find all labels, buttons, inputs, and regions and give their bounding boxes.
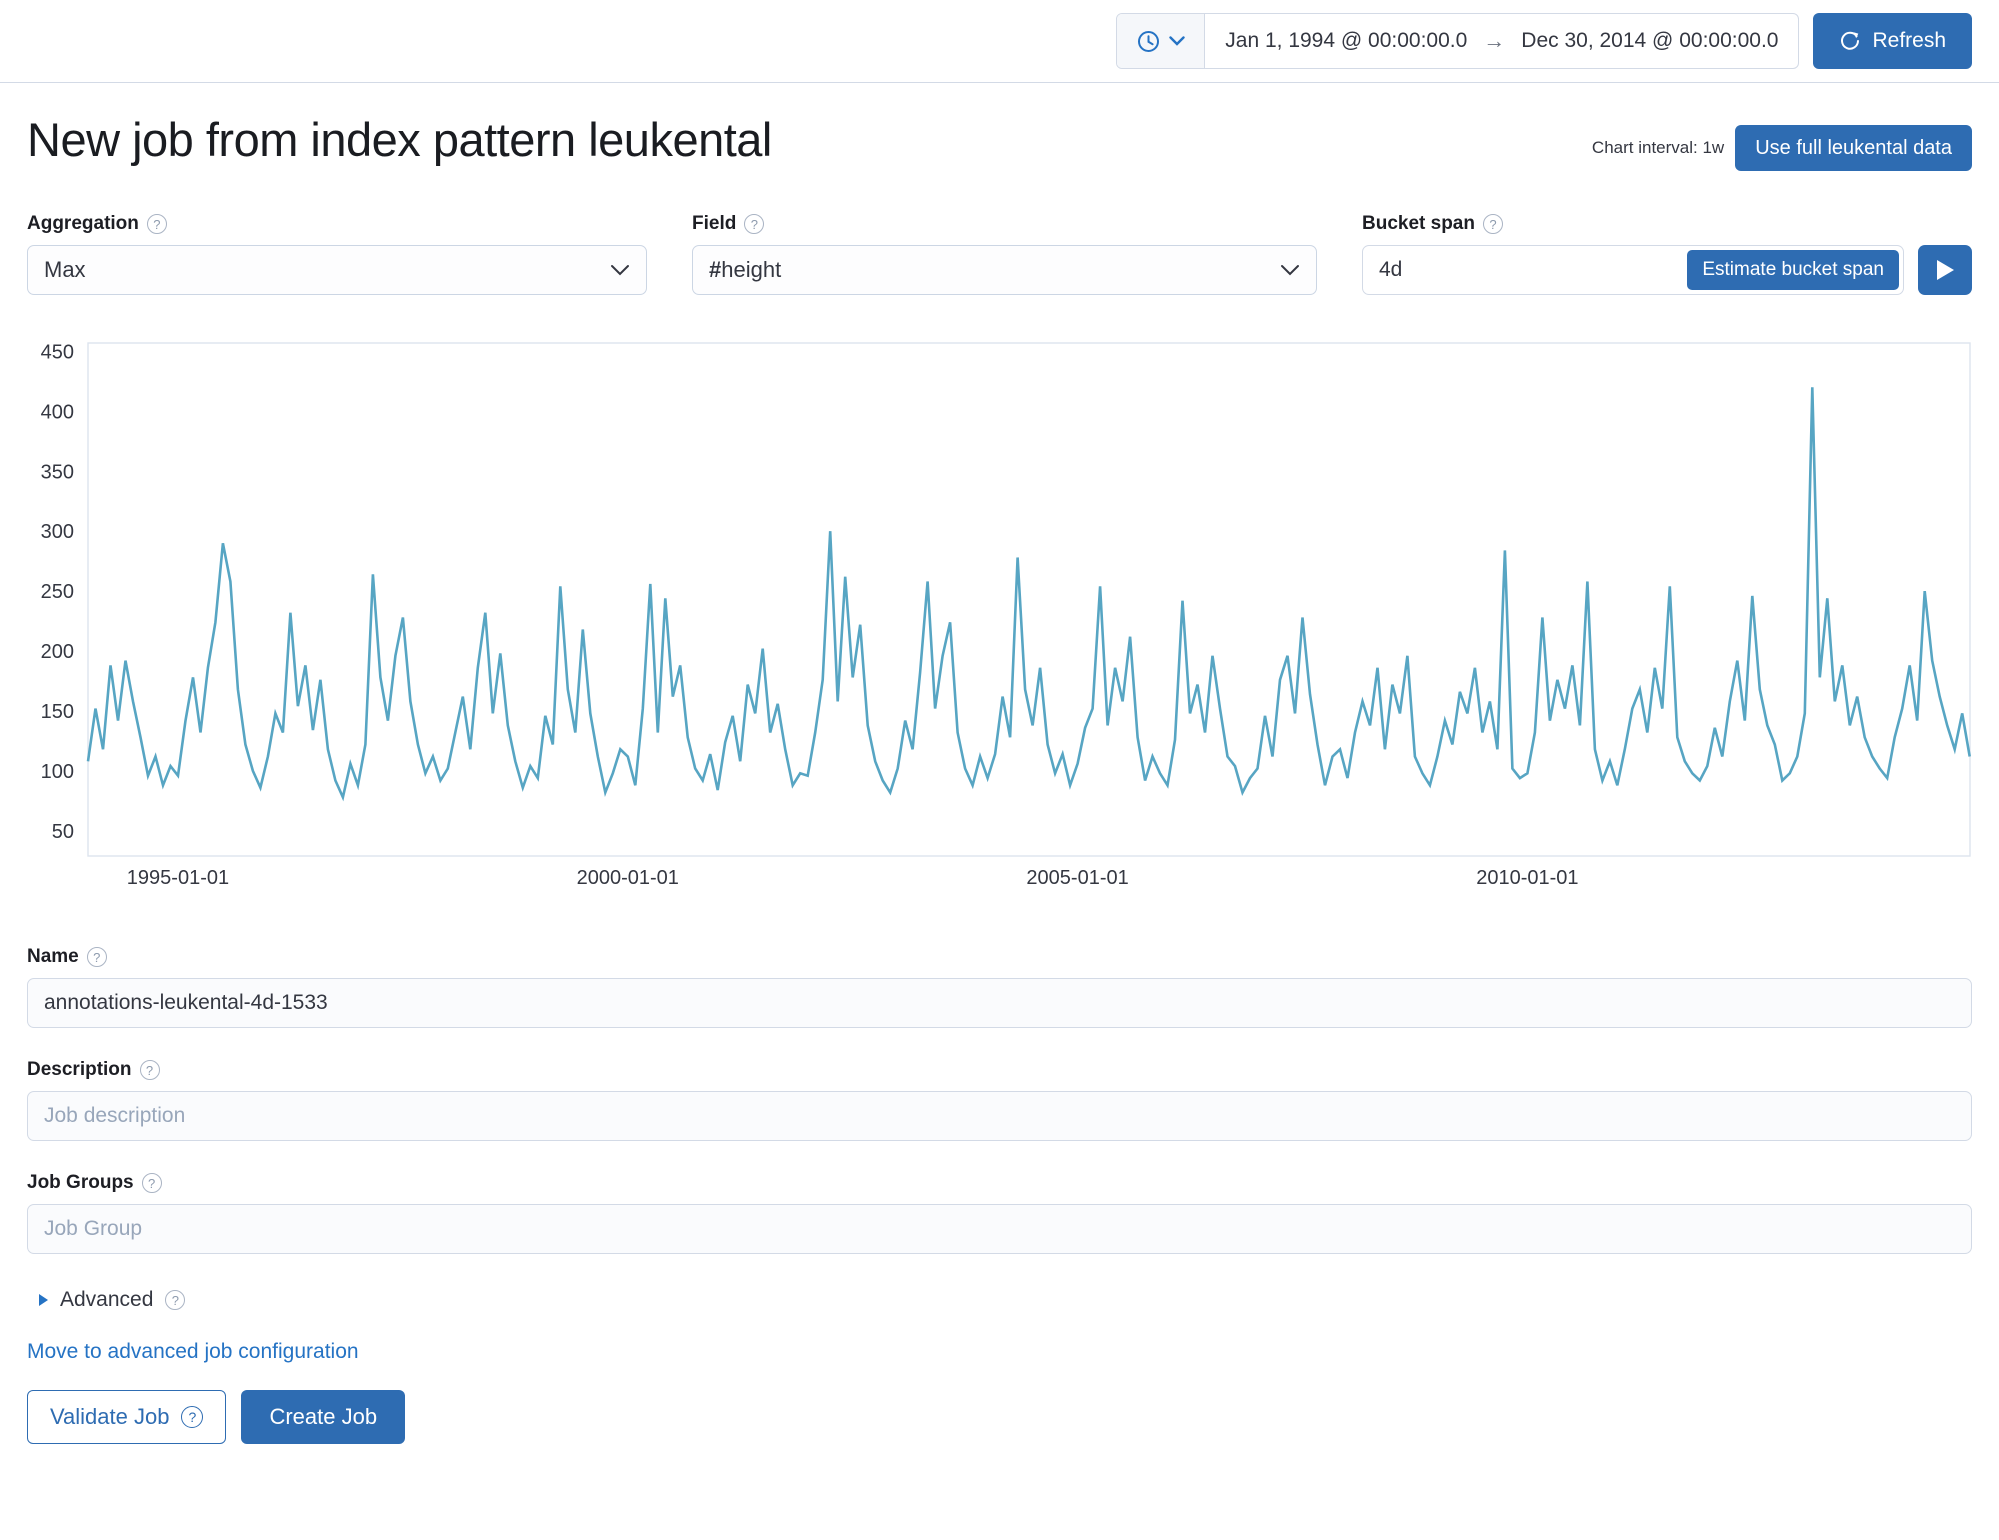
aggregation-value: Max: [44, 257, 86, 283]
svg-text:350: 350: [41, 461, 74, 483]
advanced-config-link[interactable]: Move to advanced job configuration: [27, 1340, 359, 1364]
header-right-group: Chart interval: 1w Use full leukental da…: [1592, 125, 1972, 171]
field-value-wrap: #height: [709, 257, 781, 283]
job-name-input[interactable]: [27, 978, 1972, 1029]
svg-text:50: 50: [52, 821, 74, 843]
refresh-button[interactable]: Refresh: [1813, 13, 1972, 69]
validate-help-icon: ?: [181, 1406, 204, 1429]
preview-chart: 50 100 150 200 250 300 350 400 450 1995-01-01 2000…: [27, 335, 1972, 898]
svg-text:400: 400: [41, 401, 74, 423]
create-job-button[interactable]: Create Job: [241, 1390, 406, 1445]
aggregation-group: Aggregation ? Max: [27, 213, 647, 296]
description-help-icon[interactable]: ?: [139, 1060, 160, 1081]
description-label: Description: [27, 1059, 132, 1081]
svg-text:1995-01-01: 1995-01-01: [127, 867, 229, 889]
header-row: New job from index pattern leukental Cha…: [27, 109, 1972, 171]
start-date-button[interactable]: Jan 1, 1994 @ 00:00:00.0: [1225, 29, 1468, 52]
description-group: Description ?: [27, 1059, 1972, 1142]
disclosure-arrow-icon: [39, 1294, 48, 1307]
refresh-button-label: Refresh: [1872, 29, 1946, 52]
chart-interval-text: Chart interval: 1w: [1591, 138, 1725, 157]
aggregation-help-icon[interactable]: ?: [146, 214, 167, 235]
estimate-bucket-span-button[interactable]: Estimate bucket span: [1687, 250, 1899, 291]
name-label: Name: [27, 946, 79, 968]
bucket-span-group: Bucket span ? Estimate bucket span: [1362, 213, 1972, 296]
aggregation-label: Aggregation: [27, 213, 139, 235]
aggregation-select[interactable]: Max: [27, 245, 647, 296]
job-groups-group: Job Groups ?: [27, 1172, 1972, 1255]
field-help-icon[interactable]: ?: [744, 214, 765, 235]
job-groups-label: Job Groups: [27, 1172, 134, 1194]
validate-job-label: Validate Job: [50, 1404, 170, 1430]
svg-text:450: 450: [41, 341, 74, 363]
svg-text:200: 200: [41, 641, 74, 663]
chevron-down-icon: [1169, 36, 1185, 46]
svg-text:100: 100: [41, 761, 74, 783]
run-preview-button[interactable]: [1918, 245, 1972, 296]
field-select[interactable]: #height: [692, 245, 1317, 296]
svg-text:150: 150: [41, 701, 74, 723]
svg-text:250: 250: [41, 581, 74, 603]
field-label: Field: [692, 213, 737, 235]
quick-time-menu-button[interactable]: [1117, 14, 1206, 68]
action-buttons: Validate Job ? Create Job: [27, 1390, 1972, 1445]
field-value: height: [721, 257, 782, 283]
use-full-data-button[interactable]: Use full leukental data: [1735, 125, 1972, 171]
chevron-down-icon: [1281, 265, 1299, 276]
play-icon: [1937, 260, 1954, 281]
time-range-picker: Jan 1, 1994 @ 00:00:00.0 → Dec 30, 2014 …: [1116, 13, 1800, 69]
number-type-icon: #: [709, 257, 722, 283]
page-title: New job from index pattern leukental: [27, 113, 772, 166]
job-groups-help-icon[interactable]: ?: [141, 1173, 162, 1194]
time-range-dates: Jan 1, 1994 @ 00:00:00.0 → Dec 30, 2014 …: [1205, 14, 1798, 68]
svg-text:2010-01-01: 2010-01-01: [1476, 867, 1578, 889]
name-group: Name ?: [27, 946, 1972, 1029]
advanced-section-toggle[interactable]: Advanced ?: [27, 1288, 1972, 1312]
job-settings-row: Aggregation ? Max Field ? #height: [27, 213, 1972, 296]
advanced-help-icon[interactable]: ?: [165, 1290, 186, 1311]
arrow-right-icon: →: [1483, 28, 1506, 53]
main-content: New job from index pattern leukental Cha…: [0, 109, 1999, 1445]
advanced-label: Advanced: [60, 1288, 154, 1312]
name-help-icon[interactable]: ?: [86, 947, 107, 968]
job-description-input[interactable]: [27, 1091, 1972, 1142]
clock-icon: [1137, 30, 1159, 52]
top-bar: Jan 1, 1994 @ 00:00:00.0 → Dec 30, 2014 …: [0, 0, 1999, 83]
validate-job-button[interactable]: Validate Job ?: [27, 1390, 227, 1445]
field-group: Field ? #height: [692, 213, 1317, 296]
bucket-span-help-icon[interactable]: ?: [1482, 214, 1503, 235]
refresh-icon: [1841, 31, 1860, 50]
svg-text:2005-01-01: 2005-01-01: [1026, 867, 1128, 889]
bucket-span-label: Bucket span: [1362, 213, 1475, 235]
svg-text:300: 300: [41, 521, 74, 543]
svg-text:2000-01-01: 2000-01-01: [577, 867, 679, 889]
chevron-down-icon: [611, 265, 629, 276]
job-groups-input[interactable]: [27, 1204, 1972, 1255]
time-series-chart: 50 100 150 200 250 300 350 400 450 1995-01-01 2000…: [41, 341, 1971, 889]
bucket-span-input-wrap: Estimate bucket span: [1362, 245, 1904, 296]
end-date-button[interactable]: Dec 30, 2014 @ 00:00:00.0: [1521, 29, 1779, 52]
